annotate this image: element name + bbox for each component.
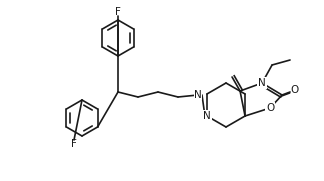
Text: N: N [203,111,211,121]
Text: O: O [266,103,274,113]
Text: F: F [115,7,121,17]
Text: N: N [258,78,266,88]
Text: F: F [71,139,77,149]
Text: N: N [194,90,202,100]
Text: O: O [290,85,298,95]
